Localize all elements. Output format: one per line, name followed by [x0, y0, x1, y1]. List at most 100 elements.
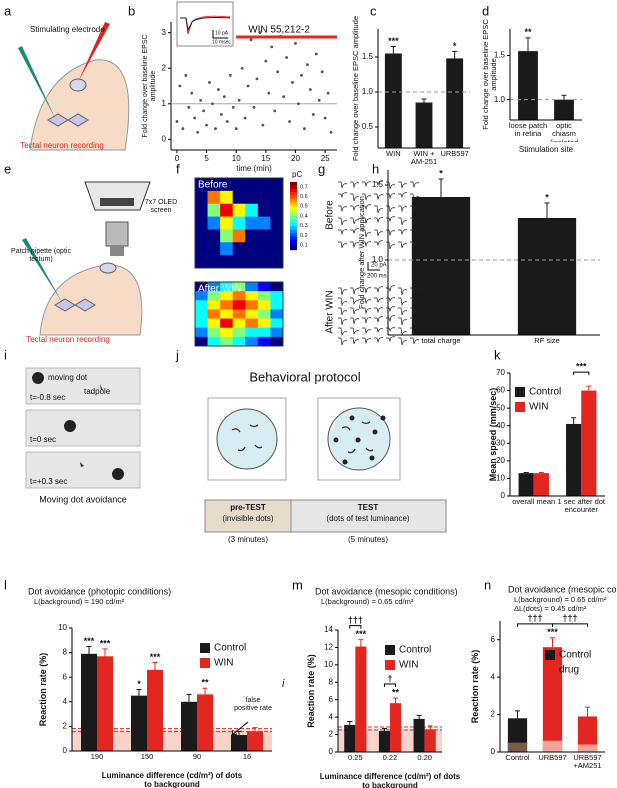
colorbar-step	[290, 202, 297, 206]
x-tick-label: RF size	[534, 337, 560, 345]
trace	[398, 337, 408, 346]
trace	[350, 297, 360, 306]
label: Tectal neuron recording	[26, 335, 110, 344]
pretest-box	[204, 499, 292, 533]
error-bar	[236, 730, 242, 736]
point	[294, 41, 297, 45]
dot	[64, 420, 76, 432]
point	[267, 91, 271, 95]
y-axis-label: Fold change over baseline EPSC amplitude	[142, 34, 157, 138]
bar	[384, 53, 402, 148]
heatmap-cell	[220, 309, 234, 319]
heatmap-cell	[232, 178, 246, 192]
colorbar-step	[290, 195, 297, 200]
panel-label: j	[175, 347, 179, 362]
bar	[147, 669, 163, 751]
point	[175, 120, 179, 123]
chart-subtitle: L(background) = 0.65 cd/m²	[321, 597, 414, 606]
x-tick-label-box: 0.22	[383, 754, 398, 762]
false-positive-bar	[507, 742, 528, 752]
heatmap-cell	[257, 216, 271, 230]
bar	[181, 701, 197, 751]
trace	[374, 316, 384, 323]
trace	[410, 337, 420, 345]
point	[219, 113, 223, 116]
trace	[338, 287, 348, 296]
heatmap-cell	[220, 300, 234, 310]
y-tick-label: 0.5	[362, 122, 374, 131]
trace	[374, 307, 384, 314]
x-axis-label-box: Luminance difference (cd/m²) of dots to …	[320, 772, 460, 788]
bracket-label: †††	[348, 615, 363, 625]
heatmap-cell	[245, 336, 259, 347]
bar	[355, 646, 367, 752]
heatmap-cell	[270, 300, 284, 310]
y-tick-label: 4	[491, 672, 496, 681]
trace	[362, 327, 372, 335]
heatmap-cell	[232, 255, 246, 269]
trace	[386, 205, 396, 213]
colorbar-step	[290, 188, 297, 193]
x-tick-label: total charge	[421, 337, 461, 345]
heatmap-cell	[195, 216, 208, 230]
point	[270, 45, 274, 49]
heatmap-cell	[257, 291, 271, 301]
y-tick-label: 0	[501, 491, 506, 500]
heatmap-cell	[245, 327, 259, 338]
y-tick-label: 2	[63, 722, 68, 731]
bar	[247, 731, 263, 751]
legend-label: drug	[559, 665, 579, 676]
trace	[362, 287, 372, 294]
colorbar-step	[290, 246, 297, 251]
heatmap-cell	[257, 318, 271, 329]
y-axis-label: Reaction rate (%)	[306, 654, 317, 728]
legend-label: WIN	[214, 658, 233, 669]
error-bar	[202, 687, 208, 695]
heatmap-cell	[232, 291, 246, 301]
bar	[517, 218, 577, 335]
heatmap-cell	[270, 203, 284, 217]
colorbar-step	[290, 239, 297, 244]
bar	[533, 473, 549, 496]
x-axis-label: Luminance difference (cd/m²) of dots to …	[101, 771, 243, 788]
error-bar	[152, 661, 158, 670]
trace	[338, 317, 348, 326]
bar	[566, 423, 582, 496]
legend-label: WIN	[529, 402, 548, 413]
point	[317, 98, 321, 102]
trace	[398, 205, 408, 213]
point	[184, 73, 188, 77]
colorbar-step	[290, 205, 297, 210]
point	[276, 70, 280, 74]
heatmap-cell	[220, 229, 234, 243]
y-tick-label: 1.5	[362, 52, 374, 61]
trace	[350, 307, 360, 315]
heatmap-cell	[207, 300, 221, 310]
heatmap-cell	[270, 229, 284, 243]
false-positive-bar	[577, 744, 598, 752]
point	[297, 102, 300, 106]
label: (dots of test luminance)	[326, 514, 409, 523]
heatmap-cell	[245, 229, 259, 243]
tadpole	[100, 384, 103, 390]
point	[311, 113, 315, 116]
title: Behavioral protocol	[249, 369, 360, 384]
significance: **	[392, 687, 400, 697]
trace	[362, 337, 372, 345]
heatmap-cell	[195, 336, 208, 347]
x-tick-label: WIN + AM-251	[410, 150, 438, 167]
label: moving dot	[48, 373, 88, 382]
panel-label: c	[370, 3, 377, 18]
point	[320, 70, 324, 74]
label: Tectal neuron recording	[20, 141, 104, 150]
significance: ***	[388, 36, 399, 46]
x-tick-label: 0.20	[417, 754, 432, 762]
chart-subtitle: ΔL(dots) = 0.45 cd/m²	[514, 604, 587, 613]
bar	[542, 647, 563, 752]
heatmap-cell	[195, 300, 208, 310]
trace	[398, 192, 408, 199]
error-bar	[102, 648, 108, 657]
x-tick-label-box: 1 sec after dot encounter	[557, 498, 605, 514]
x-tick-label: 16	[242, 753, 252, 761]
